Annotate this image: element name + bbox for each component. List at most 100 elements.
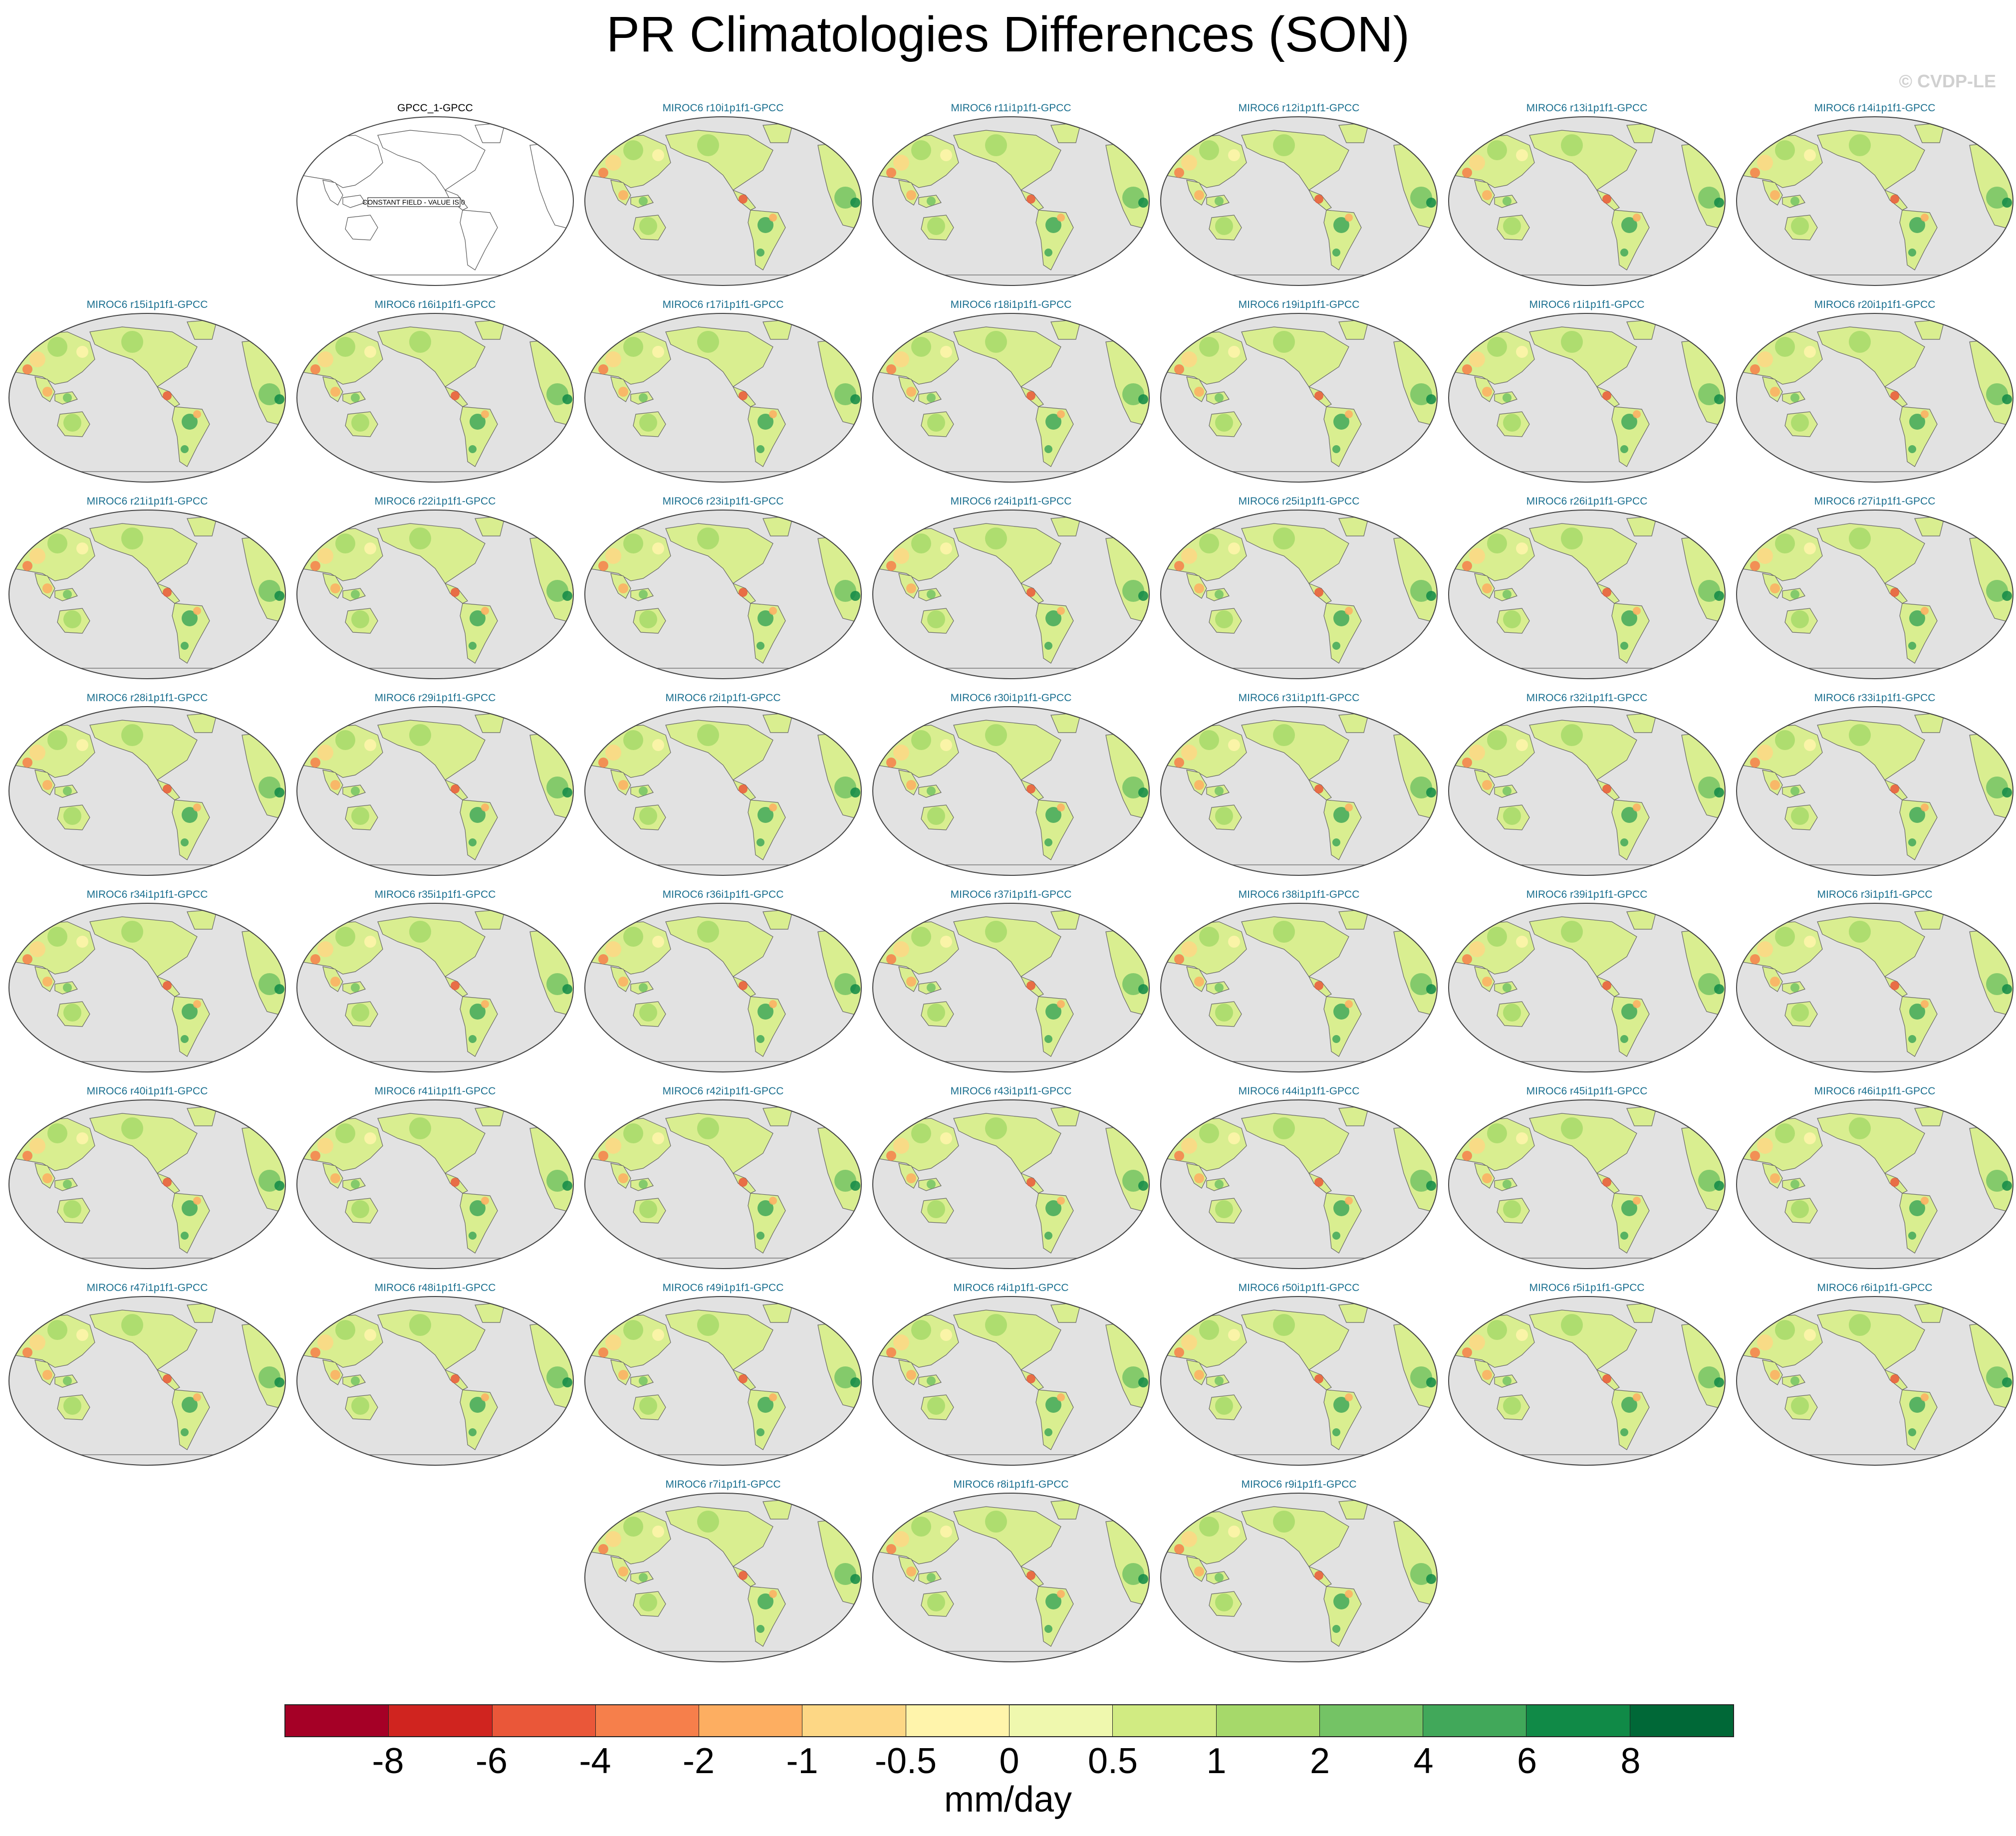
south-america-landmass [1323,603,1362,664]
difference-patch [1138,1377,1148,1387]
difference-patch [1044,838,1052,846]
difference-patch [1138,394,1148,404]
south-america-landmass [460,1389,498,1450]
map-outline [296,903,574,1072]
north-america-landmass [665,916,773,977]
panel-title: MIROC6 r50i1p1f1-GPCC [1238,1282,1360,1294]
map-panel: MIROC6 r23i1p1f1-GPCC [581,496,865,685]
difference-patch [1890,1374,1899,1383]
difference-patch [163,981,172,990]
difference-patch [1332,249,1340,257]
difference-patch [739,391,748,400]
difference-patch [1757,1334,1773,1350]
difference-patch [121,1117,143,1139]
south-america-landmass [1611,1389,1650,1450]
difference-patch [1757,745,1773,761]
map-plot [584,116,862,286]
panel-title: MIROC6 r10i1p1f1-GPCC [662,102,784,114]
difference-patch [1215,414,1233,432]
panel-grid: GPCC_1-GPCC CONSTANT FIELD - VALUE IS 0 MI… [8,102,2016,1662]
panel-title: MIROC6 r37i1p1f1-GPCC [950,889,1072,900]
difference-patch [1849,1314,1871,1336]
difference-patch [1908,1428,1916,1436]
south-america-landmass [1611,603,1650,664]
difference-patch [42,387,52,397]
difference-patch [330,1370,340,1380]
difference-patch [1057,410,1065,418]
difference-patch [1516,542,1528,554]
map-plot [296,706,574,876]
panel-title: MIROC6 r1i1p1f1-GPCC [1529,299,1645,310]
map-plot [8,1099,286,1269]
panel-title: GPCC_1-GPCC [397,102,473,114]
difference-patch [985,1511,1007,1533]
difference-patch [1633,410,1641,418]
difference-patch [310,758,320,768]
map-panel: MIROC6 r22i1p1f1-GPCC [293,496,577,685]
difference-patch [47,927,67,947]
difference-patch [330,1173,340,1183]
map-panel: MIROC6 r14i1p1f1-GPCC [1733,102,2016,292]
colorbar-box [492,1705,596,1736]
difference-patch [1228,936,1240,948]
panel-title: MIROC6 r28i1p1f1-GPCC [86,692,208,704]
map-outline [1160,510,1438,679]
difference-patch [1714,591,1724,601]
difference-patch [1757,941,1773,957]
difference-patch [1469,351,1485,367]
map-outline [872,116,1150,286]
south-america-landmass [1035,1193,1074,1254]
difference-patch [1345,410,1353,418]
difference-patch [317,1334,333,1350]
difference-patch [1194,387,1204,397]
map-plot [1448,903,1726,1072]
difference-patch [1045,1593,1061,1609]
map-panel: MIROC6 r46i1p1f1-GPCC [1733,1085,2016,1275]
difference-patch [562,394,572,404]
difference-patch [1138,198,1148,208]
difference-patch [29,548,45,564]
difference-patch [940,936,952,948]
difference-patch [1215,807,1233,825]
difference-patch [274,984,284,994]
difference-patch [1503,1180,1512,1189]
difference-patch [911,1517,931,1537]
difference-patch [652,542,664,554]
difference-patch [1469,745,1485,761]
south-america-landmass [748,1389,786,1450]
difference-patch [1503,1004,1521,1022]
difference-patch [317,548,333,564]
difference-patch [1714,984,1724,994]
difference-patch [1849,134,1871,156]
colorbar-box [389,1705,493,1736]
difference-patch [1750,168,1760,178]
north-america-landmass [1817,916,1925,977]
difference-patch [1194,977,1204,987]
map-outline [8,313,286,483]
south-america-landmass [1323,1389,1362,1450]
difference-patch [623,1320,643,1340]
difference-patch [1215,1573,1224,1582]
difference-patch [618,190,628,200]
difference-patch [1215,1200,1233,1218]
difference-patch [1044,642,1052,650]
map-outline [1448,1099,1726,1269]
map-outline [1448,116,1726,286]
north-america-landmass [1529,916,1637,977]
south-america-landmass [1611,210,1650,270]
difference-patch [639,983,648,992]
difference-patch [22,758,32,768]
difference-patch [652,739,664,751]
difference-patch [1487,337,1507,357]
difference-patch [1332,1625,1340,1633]
difference-patch [351,1376,360,1385]
map-plot [584,1296,862,1466]
difference-patch [886,561,896,571]
difference-patch [1174,1347,1184,1357]
difference-patch [1194,1370,1204,1380]
south-america-landmass [460,603,498,664]
north-america-landmass [1241,523,1349,584]
difference-patch [1757,548,1773,564]
difference-patch [1909,1397,1925,1413]
map-panel: MIROC6 r16i1p1f1-GPCC [293,299,577,489]
